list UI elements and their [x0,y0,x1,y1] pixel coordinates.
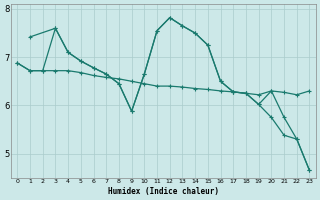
X-axis label: Humidex (Indice chaleur): Humidex (Indice chaleur) [108,187,219,196]
